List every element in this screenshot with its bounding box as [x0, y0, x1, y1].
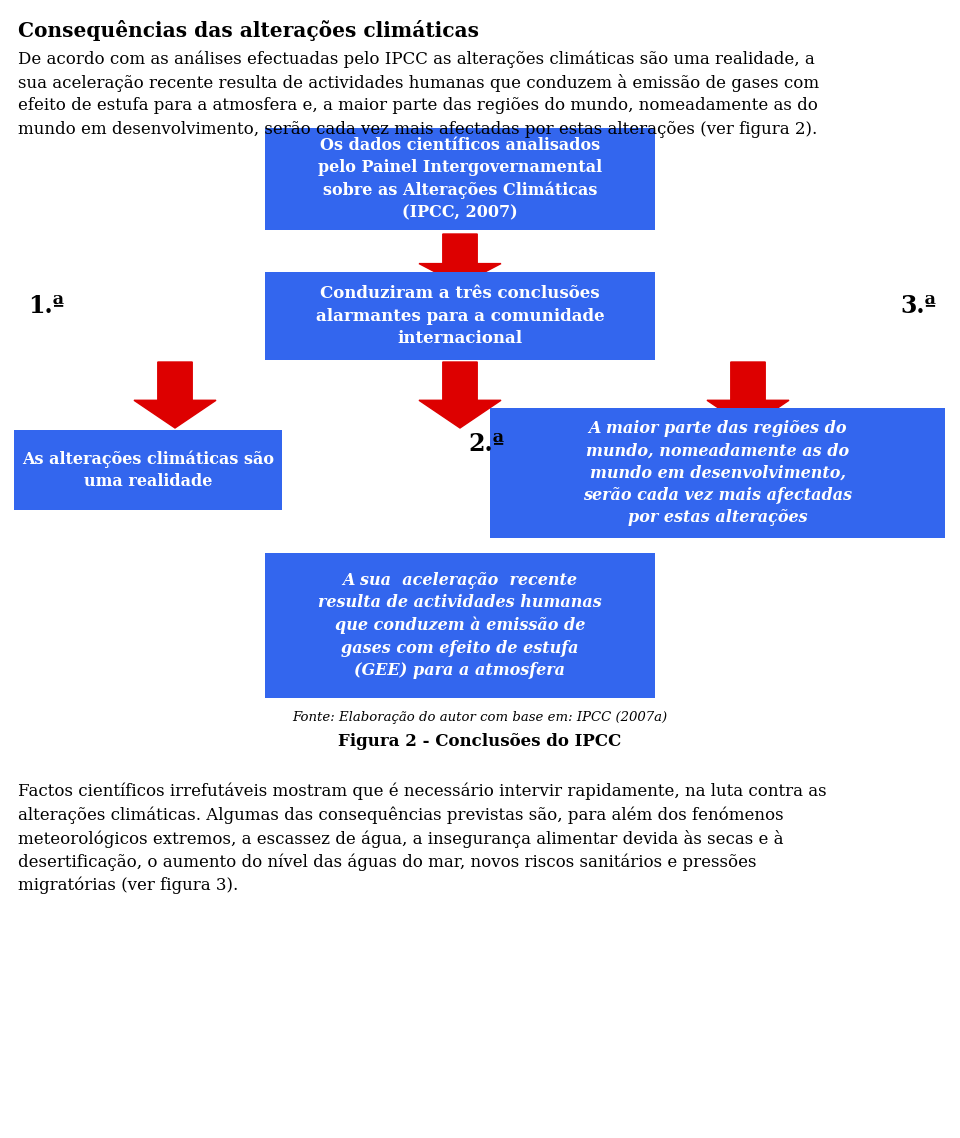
Text: Factos científicos irrefutáveis mostram que é necessário intervir rapidamente, n: Factos científicos irrefutáveis mostram …	[18, 783, 827, 800]
Text: Consequências das alterações climáticas: Consequências das alterações climáticas	[18, 20, 479, 41]
Text: 2.ª: 2.ª	[468, 432, 504, 456]
FancyBboxPatch shape	[265, 553, 655, 698]
FancyBboxPatch shape	[265, 127, 655, 230]
FancyBboxPatch shape	[14, 430, 282, 510]
Text: alterações climáticas. Algumas das consequências previstas são, para além dos fe: alterações climáticas. Algumas das conse…	[18, 807, 783, 824]
Text: 3.ª: 3.ª	[900, 294, 936, 318]
Text: efeito de estufa para a atmosfera e, a maior parte das regiões do mundo, nomeada: efeito de estufa para a atmosfera e, a m…	[18, 97, 818, 114]
Text: 1.ª: 1.ª	[28, 294, 64, 318]
Polygon shape	[707, 362, 789, 428]
Text: As alterações climáticas são
uma realidade: As alterações climáticas são uma realida…	[22, 451, 274, 489]
Text: sua aceleração recente resulta de actividades humanas que conduzem à emissão de : sua aceleração recente resulta de activi…	[18, 74, 819, 91]
Text: migratórias (ver figura 3).: migratórias (ver figura 3).	[18, 877, 238, 894]
Text: De acordo com as análises efectuadas pelo IPCC as alterações climáticas são uma : De acordo com as análises efectuadas pel…	[18, 50, 815, 67]
Text: desertificação, o aumento do nível das águas do mar, novos riscos sanitários e p: desertificação, o aumento do nível das á…	[18, 854, 756, 871]
FancyBboxPatch shape	[265, 272, 655, 360]
Text: A maior parte das regiões do
mundo, nomeadamente as do
mundo em desenvolvimento,: A maior parte das regiões do mundo, nome…	[583, 420, 852, 526]
Polygon shape	[419, 362, 501, 428]
Text: Os dados científicos analisados
pelo Painel Intergovernamental
sobre as Alteraçõ: Os dados científicos analisados pelo Pai…	[318, 137, 602, 221]
Polygon shape	[134, 362, 216, 428]
Text: mundo em desenvolvimento, serão cada vez mais afectadas por estas alterações (ve: mundo em desenvolvimento, serão cada vez…	[18, 121, 817, 138]
Text: Figura 2 - Conclusões do IPCC: Figura 2 - Conclusões do IPCC	[338, 733, 622, 750]
Text: Fonte: Elaboração do autor com base em: IPCC (2007a): Fonte: Elaboração do autor com base em: …	[293, 711, 667, 724]
FancyBboxPatch shape	[490, 409, 945, 538]
Polygon shape	[419, 234, 501, 284]
Text: meteorológicos extremos, a escassez de água, a insegurança alimentar devida às s: meteorológicos extremos, a escassez de á…	[18, 830, 783, 848]
Text: A sua  aceleração  recente
resulta de actividades humanas
que conduzem à emissão: A sua aceleração recente resulta de acti…	[318, 572, 602, 678]
Text: Conduziram a três conclusões
alarmantes para a comunidade
internacional: Conduziram a três conclusões alarmantes …	[316, 286, 604, 347]
